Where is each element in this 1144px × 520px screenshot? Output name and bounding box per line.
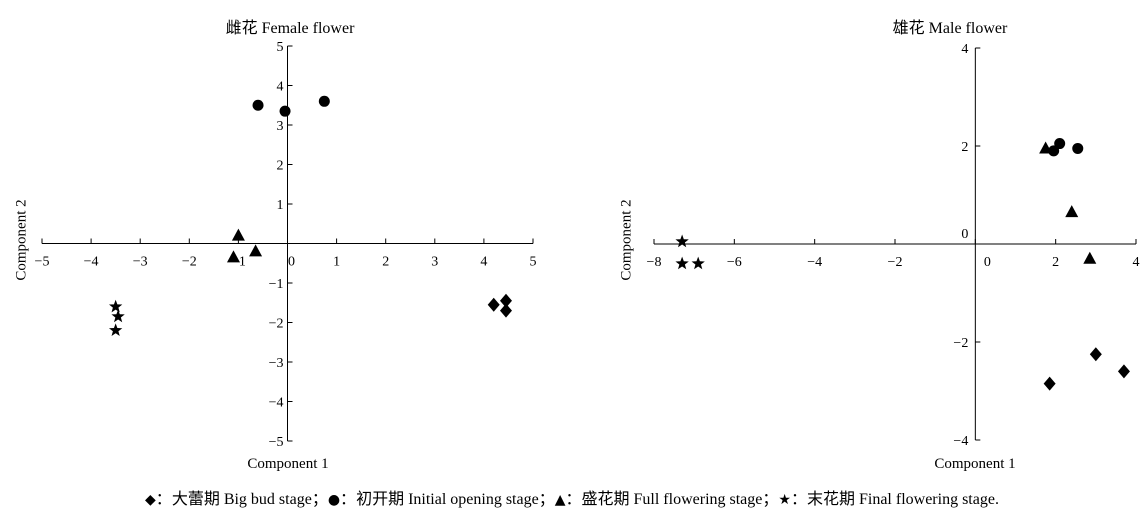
y-tick-label: 0	[961, 227, 968, 242]
x-tick-label: −2	[888, 255, 903, 270]
y-tick-label: −3	[269, 356, 284, 371]
y-tick-label: 4	[277, 80, 284, 95]
data-point-diamond	[487, 297, 500, 312]
data-point-circle	[318, 95, 330, 107]
y-tick-label: −5	[269, 435, 284, 450]
legend-item: ●：初开期 Initial opening stage；	[328, 491, 555, 508]
data-point-diamond	[1043, 376, 1056, 391]
y-tick-label: −4	[269, 396, 284, 411]
star-icon: ★	[778, 492, 791, 508]
legend-label: 盛花期 Full flowering stage	[581, 491, 763, 508]
data-point-triangle	[226, 250, 240, 263]
y-tick-label: 3	[277, 119, 284, 134]
x-tick-label: −5	[35, 255, 50, 270]
male-flower-chart: 雄花 Male flower Component 1 Component 2 −…	[618, 19, 1139, 472]
data-point-diamond	[1089, 347, 1102, 362]
x-tick-label: −2	[182, 255, 197, 270]
x-tick-label: −6	[727, 255, 742, 270]
legend-end: .	[994, 491, 999, 508]
chart-title: 雌花 Female flower	[226, 19, 356, 37]
y-tick-label: −4	[953, 434, 968, 449]
data-point-circle	[1072, 142, 1084, 154]
y-tick-label: −2	[953, 336, 968, 351]
legend-colon: ：	[565, 491, 582, 508]
legend-separator: ；	[538, 491, 555, 508]
legend-separator: ；	[311, 491, 328, 508]
chart-title: 雄花 Male flower	[893, 19, 1008, 37]
y-axis-label: Component 2	[618, 199, 634, 280]
legend-separator: ；	[762, 491, 779, 508]
legend-colon: ：	[790, 491, 807, 508]
data-point-triangle	[1039, 141, 1053, 154]
x-tick-label: 5	[530, 255, 537, 270]
x-tick-label: 0	[984, 255, 991, 270]
x-axis-label: Component 1	[247, 456, 328, 472]
y-tick-label: 1	[277, 198, 284, 213]
data-point-star	[675, 234, 689, 248]
y-tick-label: 5	[277, 40, 284, 55]
legend-item: ◆：大蕾期 Big bud stage；	[145, 491, 328, 508]
x-tick-label: 4	[1133, 255, 1140, 270]
data-point-circle	[1048, 145, 1060, 157]
data-point-triangle	[1083, 251, 1097, 264]
y-tick-label: −1	[269, 277, 284, 292]
data-point-triangle	[231, 228, 245, 241]
x-axis-label: Component 1	[934, 456, 1015, 472]
legend: ◆：大蕾期 Big bud stage；●：初开期 Initial openin…	[0, 488, 1144, 512]
data-point-diamond	[499, 303, 512, 318]
triangle-icon: ▲	[554, 492, 566, 508]
female-flower-chart: 雌花 Female flower Component 1 Component 2…	[13, 19, 536, 472]
y-tick-label: 4	[961, 42, 968, 57]
diamond-icon: ◆	[145, 492, 156, 508]
data-point-star	[691, 256, 705, 270]
legend-item: ▲：盛花期 Full flowering stage；	[555, 491, 779, 508]
x-tick-label: 0	[288, 255, 295, 270]
data-point-star	[108, 323, 123, 337]
x-tick-label: 2	[382, 255, 389, 270]
data-point-triangle	[249, 244, 263, 257]
data-point-circle	[252, 99, 264, 111]
x-tick-label: 1	[333, 255, 340, 270]
data-point-diamond	[1117, 364, 1130, 379]
legend-item: ★：末花期 Final flowering stage.	[778, 491, 999, 508]
x-tick-label: −3	[133, 255, 148, 270]
data-point-circle	[1054, 138, 1066, 150]
data-point-star	[111, 309, 125, 323]
x-tick-label: −4	[84, 255, 99, 270]
y-tick-label: 2	[961, 140, 968, 155]
x-tick-label: 3	[431, 255, 438, 270]
legend-colon: ：	[340, 491, 357, 508]
x-tick-label: 4	[480, 255, 487, 270]
data-point-star	[675, 256, 689, 270]
data-point-triangle	[1065, 205, 1079, 218]
data-point-circle	[279, 105, 291, 117]
data-point-star	[108, 299, 123, 313]
data-point-diamond	[499, 293, 512, 308]
x-tick-label: −4	[807, 255, 822, 270]
circle-icon: ●	[327, 492, 341, 508]
figure: 雌花 Female flower Component 1 Component 2…	[13, 19, 1139, 472]
legend-colon: ：	[155, 491, 172, 508]
legend-label: 大蕾期 Big bud stage	[171, 491, 312, 508]
legend-label: 初开期 Initial opening stage	[356, 491, 539, 508]
legend-label: 末花期 Final flowering stage	[806, 491, 995, 508]
y-tick-label: −2	[269, 317, 284, 332]
x-tick-label: 2	[1052, 255, 1059, 270]
y-tick-label: 2	[277, 159, 284, 174]
x-tick-label: −8	[647, 255, 662, 270]
y-axis-label: Component 2	[13, 199, 29, 280]
